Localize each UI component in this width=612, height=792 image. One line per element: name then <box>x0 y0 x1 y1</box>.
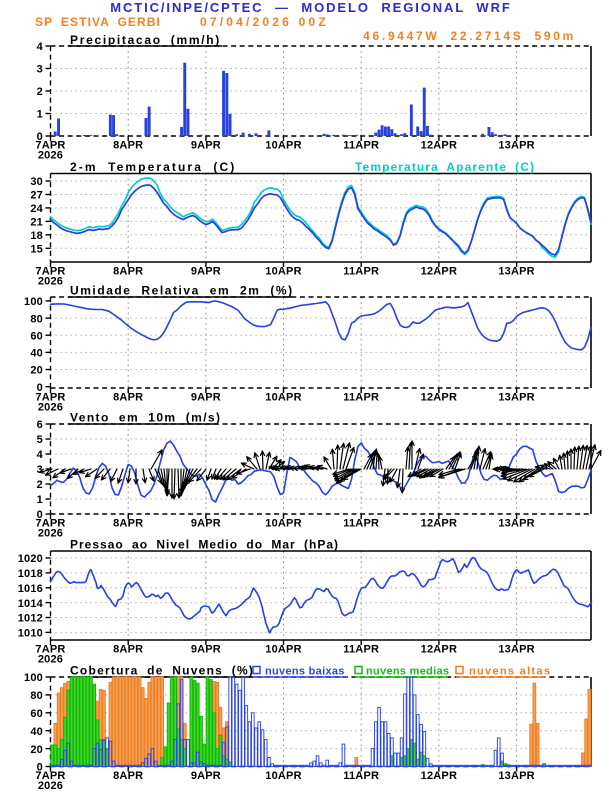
svg-text:1012: 1012 <box>18 613 43 625</box>
svg-text:9APR: 9APR <box>191 770 221 782</box>
svg-text:6: 6 <box>37 419 43 431</box>
svg-text:7APR: 7APR <box>35 392 65 404</box>
svg-text:Vento em 10m (m/s): Vento em 10m (m/s) <box>70 411 221 425</box>
svg-text:10APR: 10APR <box>265 770 301 782</box>
svg-text:2-m Temperatura (C): 2-m Temperatura (C) <box>70 160 236 174</box>
svg-text:SP ESTIVA GERBI: SP ESTIVA GERBI <box>35 15 161 29</box>
svg-text:7APR: 7APR <box>35 140 65 152</box>
svg-text:9APR: 9APR <box>191 518 221 530</box>
svg-text:0: 0 <box>37 382 43 394</box>
svg-text:10APR: 10APR <box>265 266 301 278</box>
svg-text:13APR: 13APR <box>498 140 534 152</box>
svg-text:40: 40 <box>30 348 43 360</box>
svg-text:9APR: 9APR <box>191 140 221 152</box>
svg-text:0: 0 <box>37 131 43 143</box>
svg-text:11APR: 11APR <box>343 392 379 404</box>
svg-text:30: 30 <box>30 176 43 188</box>
svg-text:8APR: 8APR <box>113 392 143 404</box>
svg-text:13APR: 13APR <box>498 518 534 530</box>
svg-text:9APR: 9APR <box>191 392 221 404</box>
svg-text:Precipitacao (mm/h): Precipitacao (mm/h) <box>70 33 221 47</box>
svg-text:2: 2 <box>37 86 43 98</box>
svg-text:0: 0 <box>37 509 43 521</box>
svg-text:10APR: 10APR <box>265 392 301 404</box>
svg-text:8APR: 8APR <box>113 140 143 152</box>
svg-text:18: 18 <box>30 230 43 242</box>
svg-text:Umidade Relativa em 2m (%): Umidade Relativa em 2m (%) <box>70 284 294 298</box>
svg-text:10APR: 10APR <box>265 140 301 152</box>
svg-text:7APR: 7APR <box>35 644 65 656</box>
svg-text:2026: 2026 <box>38 150 63 162</box>
svg-text:2026: 2026 <box>38 654 63 666</box>
svg-text:27: 27 <box>30 190 43 202</box>
svg-text:2026: 2026 <box>38 780 63 792</box>
svg-text:13APR: 13APR <box>498 644 534 656</box>
svg-text:1: 1 <box>37 494 43 506</box>
svg-text:12APR: 12APR <box>421 518 457 530</box>
svg-text:15: 15 <box>30 244 43 256</box>
svg-text:3: 3 <box>37 464 43 476</box>
svg-text:12APR: 12APR <box>421 644 457 656</box>
svg-text:100: 100 <box>24 672 43 684</box>
svg-text:13APR: 13APR <box>498 266 534 278</box>
svg-text:8APR: 8APR <box>113 644 143 656</box>
svg-text:2: 2 <box>37 479 43 491</box>
svg-text:0: 0 <box>37 762 43 774</box>
svg-text:9APR: 9APR <box>191 644 221 656</box>
svg-text:8APR: 8APR <box>113 518 143 530</box>
svg-text:nuvens medias: nuvens medias <box>366 666 449 678</box>
svg-text:4: 4 <box>37 41 44 53</box>
svg-text:Cobertura de Nuvens (%): Cobertura de Nuvens (%) <box>70 664 254 678</box>
svg-text:12APR: 12APR <box>421 266 457 278</box>
svg-text:MCTIC/INPE/CPTEC — MODELO REGI: MCTIC/INPE/CPTEC — MODELO REGIONAL WRF <box>110 0 511 15</box>
svg-text:12APR: 12APR <box>421 392 457 404</box>
svg-text:1016: 1016 <box>18 583 43 595</box>
svg-text:5: 5 <box>37 434 43 446</box>
svg-text:Pressao ao Nivel Medio do Mar: Pressao ao Nivel Medio do Mar (hPa) <box>70 538 339 552</box>
svg-text:11APR: 11APR <box>343 518 379 530</box>
svg-text:24: 24 <box>30 203 43 215</box>
svg-text:46.9447W 22.2714S 590m: 46.9447W 22.2714S 590m <box>363 29 576 43</box>
svg-text:20: 20 <box>30 744 43 756</box>
svg-text:2026: 2026 <box>38 276 63 288</box>
svg-text:7APR: 7APR <box>35 770 65 782</box>
svg-text:1010: 1010 <box>18 628 43 640</box>
svg-text:nuvens altas: nuvens altas <box>469 666 551 678</box>
svg-text:20: 20 <box>30 365 43 377</box>
svg-text:13APR: 13APR <box>498 770 534 782</box>
svg-text:2026: 2026 <box>38 402 63 414</box>
svg-text:12APR: 12APR <box>421 770 457 782</box>
svg-text:1018: 1018 <box>18 568 43 580</box>
svg-text:10APR: 10APR <box>265 644 301 656</box>
svg-text:1014: 1014 <box>18 598 44 610</box>
svg-text:100: 100 <box>24 296 43 308</box>
svg-text:13APR: 13APR <box>498 392 534 404</box>
svg-text:10APR: 10APR <box>265 518 301 530</box>
svg-text:21: 21 <box>30 217 43 229</box>
svg-text:8APR: 8APR <box>113 266 143 278</box>
svg-text:1: 1 <box>37 109 43 121</box>
svg-text:60: 60 <box>30 330 43 342</box>
svg-text:7APR: 7APR <box>35 266 65 278</box>
svg-text:80: 80 <box>30 313 43 325</box>
svg-text:07/04/2026 00Z: 07/04/2026 00Z <box>200 15 329 29</box>
svg-text:9APR: 9APR <box>191 266 221 278</box>
svg-text:11APR: 11APR <box>343 140 379 152</box>
svg-text:Temperatura Aparente (C): Temperatura Aparente (C) <box>355 160 535 174</box>
svg-text:8APR: 8APR <box>113 770 143 782</box>
svg-text:11APR: 11APR <box>343 770 379 782</box>
svg-text:60: 60 <box>30 708 43 720</box>
svg-text:1020: 1020 <box>18 553 43 565</box>
svg-text:4: 4 <box>37 449 44 461</box>
svg-text:11APR: 11APR <box>343 266 379 278</box>
svg-text:12APR: 12APR <box>421 140 457 152</box>
svg-text:11APR: 11APR <box>343 644 379 656</box>
svg-text:7APR: 7APR <box>35 518 65 530</box>
svg-text:2026: 2026 <box>38 528 63 540</box>
svg-text:nuvens baixas: nuvens baixas <box>265 666 345 678</box>
svg-text:80: 80 <box>30 690 43 702</box>
svg-text:40: 40 <box>30 726 43 738</box>
svg-text:3: 3 <box>37 64 43 76</box>
